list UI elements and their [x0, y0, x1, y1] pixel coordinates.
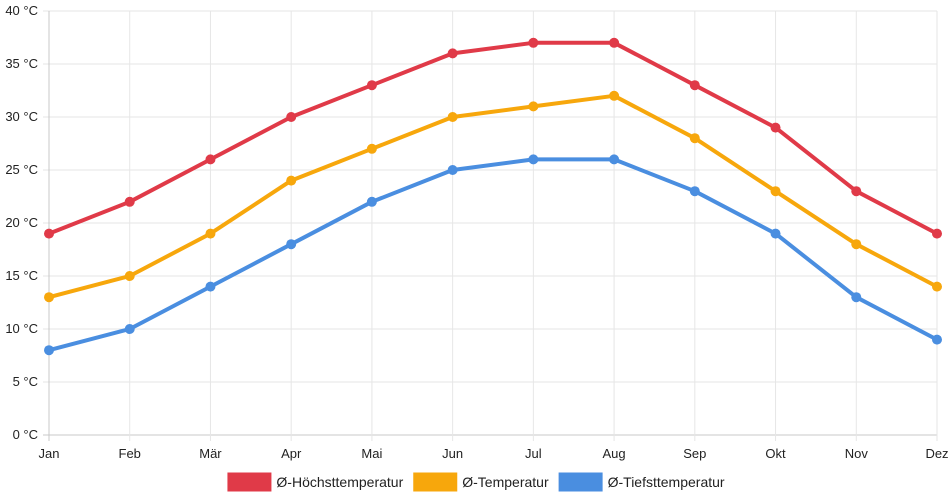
data-point[interactable] — [932, 281, 942, 292]
data-point[interactable] — [770, 122, 781, 133]
data-point[interactable] — [851, 239, 862, 250]
data-point[interactable] — [447, 48, 458, 59]
legend-swatch — [413, 472, 458, 492]
legend-item[interactable]: Ø-Temperatur — [413, 472, 549, 492]
data-point[interactable] — [689, 133, 700, 144]
data-point[interactable] — [528, 154, 539, 165]
series-line — [47, 157, 939, 353]
x-tick-label: Sep — [683, 446, 706, 461]
data-point[interactable] — [286, 175, 297, 186]
data-point[interactable] — [44, 345, 54, 356]
x-tick-label: Jun — [442, 446, 463, 461]
y-tick-label: 0 °C — [13, 427, 38, 442]
x-tick-label: Mai — [361, 446, 382, 461]
data-point[interactable] — [205, 281, 216, 292]
data-point[interactable] — [366, 143, 377, 154]
series-1 — [44, 37, 942, 239]
data-point[interactable] — [609, 37, 620, 48]
x-tick-label: Jan — [39, 446, 60, 461]
data-point[interactable] — [447, 165, 458, 175]
data-point[interactable] — [366, 196, 377, 207]
data-point[interactable] — [205, 154, 216, 165]
x-tick-label: Dez — [925, 446, 948, 461]
data-point[interactable] — [286, 112, 297, 122]
data-point[interactable] — [770, 186, 781, 197]
x-tick-label: Mär — [199, 446, 222, 461]
data-point[interactable] — [851, 292, 862, 303]
data-point[interactable] — [124, 196, 135, 207]
data-point[interactable] — [286, 239, 297, 250]
y-tick-label: 40 °C — [5, 3, 38, 18]
series-3 — [44, 154, 942, 356]
y-tick-label: 25 °C — [5, 162, 38, 177]
data-point[interactable] — [528, 37, 539, 48]
data-point[interactable] — [124, 324, 135, 334]
data-point[interactable] — [609, 154, 620, 165]
data-point[interactable] — [366, 80, 377, 91]
data-point[interactable] — [689, 80, 700, 91]
data-point[interactable] — [770, 228, 781, 239]
legend-swatch — [227, 472, 272, 492]
x-axis: Jan Feb Mär Apr Mai Jun Jul Aug Sep Okt Nov Dez — [39, 446, 949, 461]
data-point[interactable] — [689, 186, 700, 197]
legend: Ø-Höchsttemperatur Ø-Temperatur Ø-Tiefstte… — [227, 472, 725, 492]
data-point[interactable] — [932, 334, 942, 345]
x-tick-label: Nov — [845, 446, 869, 461]
data-point[interactable] — [932, 228, 942, 239]
y-tick-label: 10 °C — [5, 321, 38, 336]
legend-item[interactable]: Ø-Tiefsttemperatur — [558, 472, 725, 492]
legend-label: Ø-Höchsttemperatur — [276, 474, 403, 490]
x-tick-label: Okt — [765, 446, 786, 461]
x-tick-label: Jul — [525, 446, 542, 461]
series-2 — [44, 90, 942, 303]
grid-lines — [43, 10, 938, 441]
x-tick-label: Aug — [603, 446, 626, 461]
data-point[interactable] — [44, 228, 54, 239]
data-point[interactable] — [609, 90, 620, 101]
legend-label: Ø-Tiefsttemperatur — [608, 474, 725, 490]
data-point[interactable] — [851, 186, 862, 197]
y-tick-label: 15 °C — [5, 268, 38, 283]
y-tick-label: 5 °C — [13, 374, 38, 389]
series-lines — [44, 37, 942, 356]
data-point[interactable] — [528, 101, 539, 112]
legend-swatch — [558, 472, 603, 492]
y-tick-label: 20 °C — [5, 215, 38, 230]
legend-item[interactable]: Ø-Höchsttemperatur — [227, 472, 404, 492]
data-point[interactable] — [447, 112, 458, 122]
y-tick-label: 30 °C — [5, 109, 38, 124]
x-tick-label: Feb — [119, 446, 141, 461]
legend-label: Ø-Temperatur — [462, 474, 549, 490]
x-tick-label: Apr — [281, 446, 302, 461]
y-axis: 0 °C 5 °C 10 °C 15 °C 20 °C 25 °C 30 °C 35 °C 40… — [5, 3, 38, 442]
y-tick-label: 35 °C — [5, 56, 38, 71]
data-point[interactable] — [44, 292, 54, 303]
data-point[interactable] — [205, 228, 216, 239]
series-line — [47, 93, 939, 300]
data-point[interactable] — [124, 271, 135, 281]
series-line — [47, 40, 939, 236]
